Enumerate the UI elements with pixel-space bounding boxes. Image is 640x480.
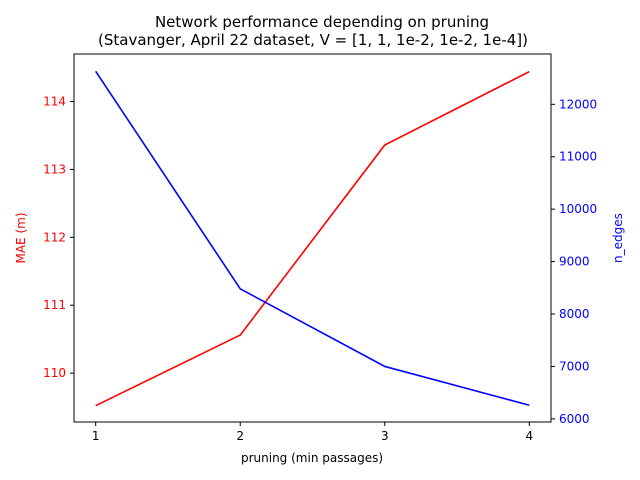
right-y-axis-ticks: 6000 7000 8000 9000 10000 11000 12000 (551, 97, 597, 426)
series-layer (95, 70, 530, 407)
chart-title-line-1: Network performance depending on pruning (155, 13, 489, 31)
series-line-n-edges (95, 70, 530, 407)
x-axis-label: pruning (min passages) (241, 451, 383, 465)
left-y-tick-label: 110 (43, 366, 66, 380)
right-y-tick-label: 8000 (559, 307, 590, 321)
right-y-tick-label: 10000 (559, 202, 597, 216)
x-tick-label: 4 (525, 429, 533, 443)
left-y-tick-label: 114 (43, 95, 66, 109)
left-y-tick-label: 112 (43, 230, 66, 244)
x-axis-ticks: 1 2 3 4 (92, 422, 533, 443)
x-tick-label: 2 (236, 429, 244, 443)
series-line-mae (95, 70, 530, 407)
right-y-tick-label: 11000 (559, 150, 597, 164)
left-y-axis-label: MAE (m) (14, 212, 28, 263)
right-y-tick-label: 9000 (559, 255, 590, 269)
chart-title-line-2: (Stavanger, April 22 dataset, V = [1, 1,… (98, 31, 528, 49)
right-y-tick-label: 12000 (559, 97, 597, 111)
plot-frame (73, 53, 552, 423)
right-y-axis-label: n_edges (611, 213, 625, 263)
x-tick-label: 1 (92, 429, 100, 443)
right-y-tick-label: 6000 (559, 412, 590, 426)
left-y-tick-label: 113 (43, 162, 66, 176)
left-y-axis-ticks: 110 111 112 113 114 (43, 95, 74, 380)
left-y-tick-label: 111 (43, 298, 66, 312)
x-tick-label: 3 (381, 429, 389, 443)
right-y-tick-label: 7000 (559, 359, 590, 373)
